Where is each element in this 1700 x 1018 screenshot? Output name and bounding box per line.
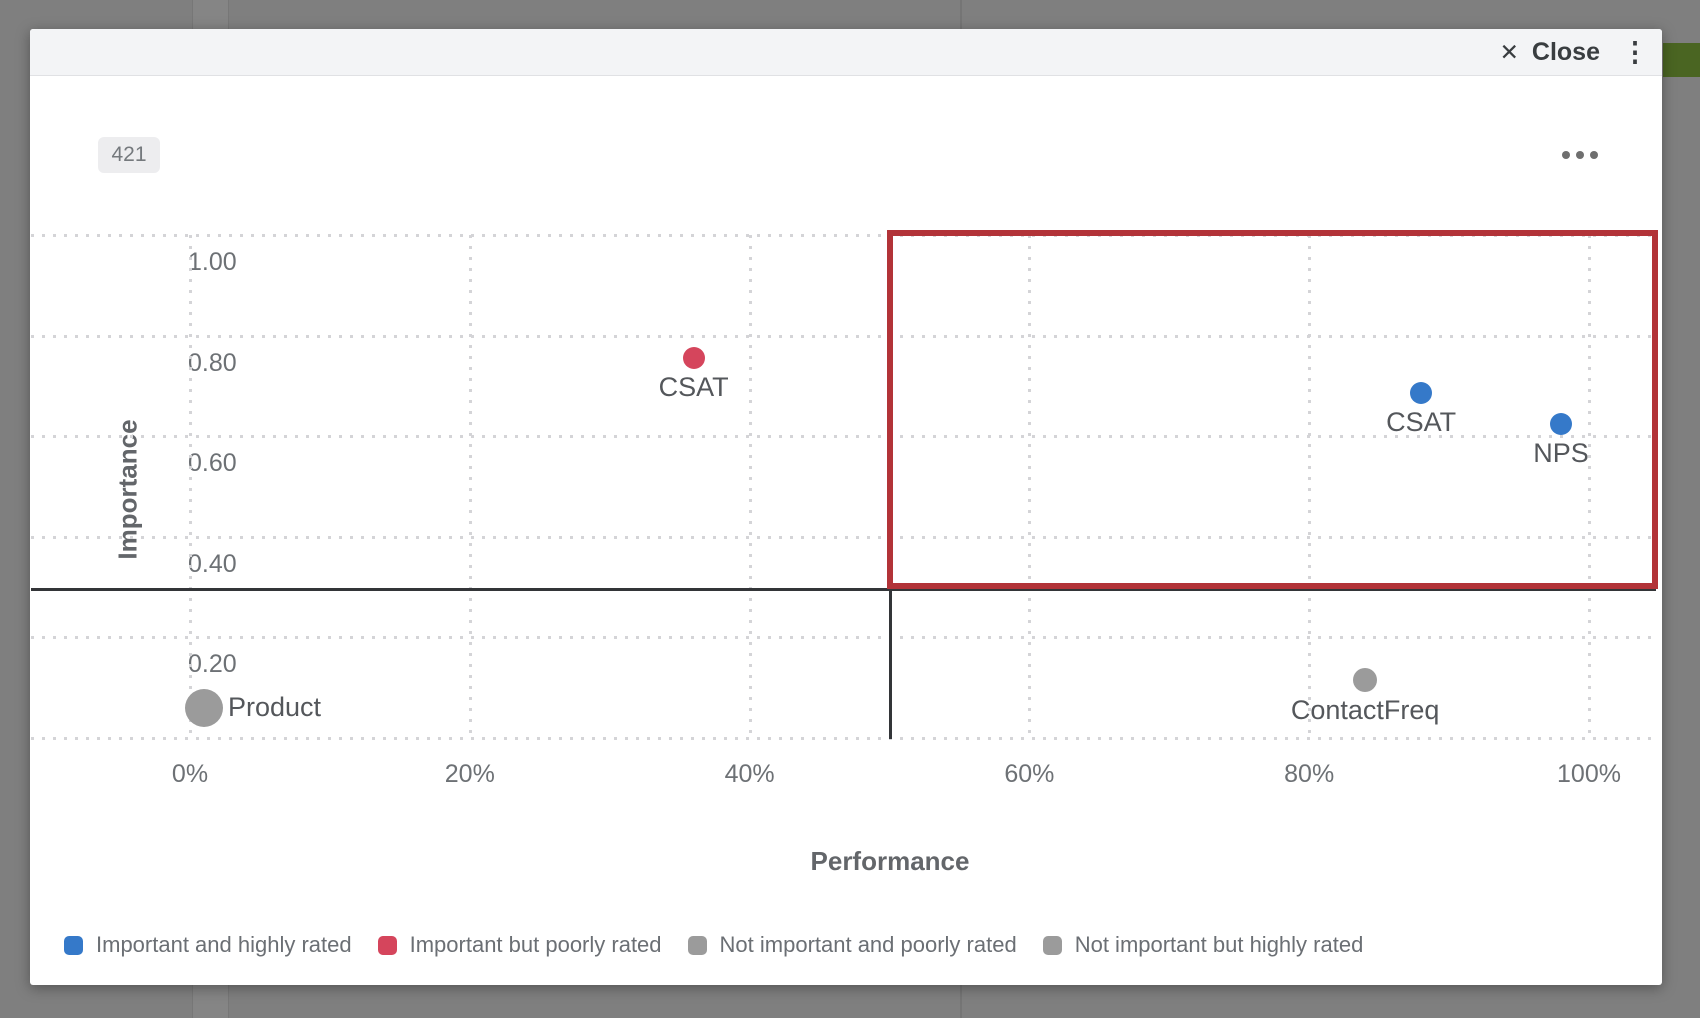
gridline-horizontal	[31, 334, 1656, 338]
point-label: ContactFreq	[1290, 695, 1440, 726]
y-tick-label: 0.40	[188, 549, 237, 578]
kebab-menu-button[interactable]: ⋮	[1618, 31, 1652, 73]
dot-icon	[1590, 151, 1598, 159]
legend-item-label: Important and highly rated	[96, 932, 352, 957]
point-label: Product	[227, 691, 322, 722]
gridline-vertical	[1588, 235, 1591, 738]
point-label: CSAT	[1386, 407, 1457, 438]
gridline-vertical	[1028, 235, 1032, 738]
y-axis-title: Importance	[112, 419, 143, 560]
dot-icon	[1576, 151, 1584, 159]
chart-dialog: ✕ Close ⋮	[30, 29, 1662, 985]
legend-item-label: Not important but highly rated	[1074, 932, 1364, 957]
close-button-label: Close	[1531, 37, 1600, 66]
highlight-rectangle	[886, 229, 1658, 590]
x-axis-title: Performance	[810, 846, 970, 876]
chart-legend: Important and highly rated Important but …	[64, 932, 1363, 958]
point-label: NPS	[1533, 437, 1589, 468]
y-tick-label: 1.00	[188, 248, 237, 276]
data-point-product[interactable]	[184, 688, 223, 727]
legend-item[interactable]: Not important but highly rated	[1042, 932, 1364, 958]
legend-item[interactable]: Important and highly rated	[64, 932, 352, 958]
x-tick-label: 80%	[1284, 760, 1335, 788]
count-badge: 421	[98, 137, 160, 173]
gridline-vertical	[189, 235, 192, 738]
more-options-button[interactable]	[1562, 144, 1608, 166]
legend-item[interactable]: Not important and poorly rated	[687, 932, 1017, 958]
x-tick-label: 60%	[1004, 760, 1055, 788]
dialog-header: ✕ Close ⋮	[30, 29, 1662, 76]
dot-icon	[1562, 151, 1570, 159]
x-tick-label: 40%	[724, 760, 775, 788]
y-tick-label: 0.60	[188, 449, 237, 478]
point-label: CSAT	[658, 372, 729, 403]
legend-item[interactable]: Important but poorly rated	[377, 932, 662, 958]
legend-swatch-icon	[687, 935, 707, 955]
x-tick-label: 100%	[1557, 760, 1621, 788]
quadrant-divider-vertical	[888, 591, 892, 739]
data-point-contactfreq[interactable]	[1353, 668, 1378, 693]
gridline-vertical	[468, 235, 472, 738]
gridline-horizontal	[31, 636, 1656, 640]
background-selected-cell	[1663, 43, 1700, 77]
y-tick-label: 0.20	[188, 650, 237, 679]
legend-swatch-icon	[377, 935, 397, 955]
data-point-nps[interactable]	[1550, 412, 1573, 435]
legend-swatch-icon	[1042, 935, 1062, 955]
y-tick-label: 0.80	[188, 348, 237, 377]
data-point-csat[interactable]	[682, 347, 705, 370]
legend-item-label: Important but poorly rated	[409, 932, 662, 957]
legend-swatch-icon	[64, 935, 83, 955]
close-button[interactable]: ✕ Close	[1500, 35, 1600, 69]
kebab-icon: ⋮	[1621, 37, 1649, 67]
x-tick-label: 20%	[444, 760, 495, 788]
quadrant-divider-horizontal	[31, 588, 1656, 592]
gridline-horizontal	[31, 535, 1656, 539]
data-point-csat[interactable]	[1410, 382, 1433, 405]
legend-item-label: Not important and poorly rated	[719, 932, 1017, 957]
close-icon: ✕	[1499, 38, 1519, 65]
gridline-horizontal	[31, 435, 1656, 439]
gridline-horizontal	[31, 234, 1656, 237]
gridline-vertical	[1308, 235, 1312, 738]
gridline-vertical	[748, 235, 752, 738]
gridline-horizontal	[31, 737, 1656, 740]
x-tick-label: 0%	[171, 760, 209, 788]
